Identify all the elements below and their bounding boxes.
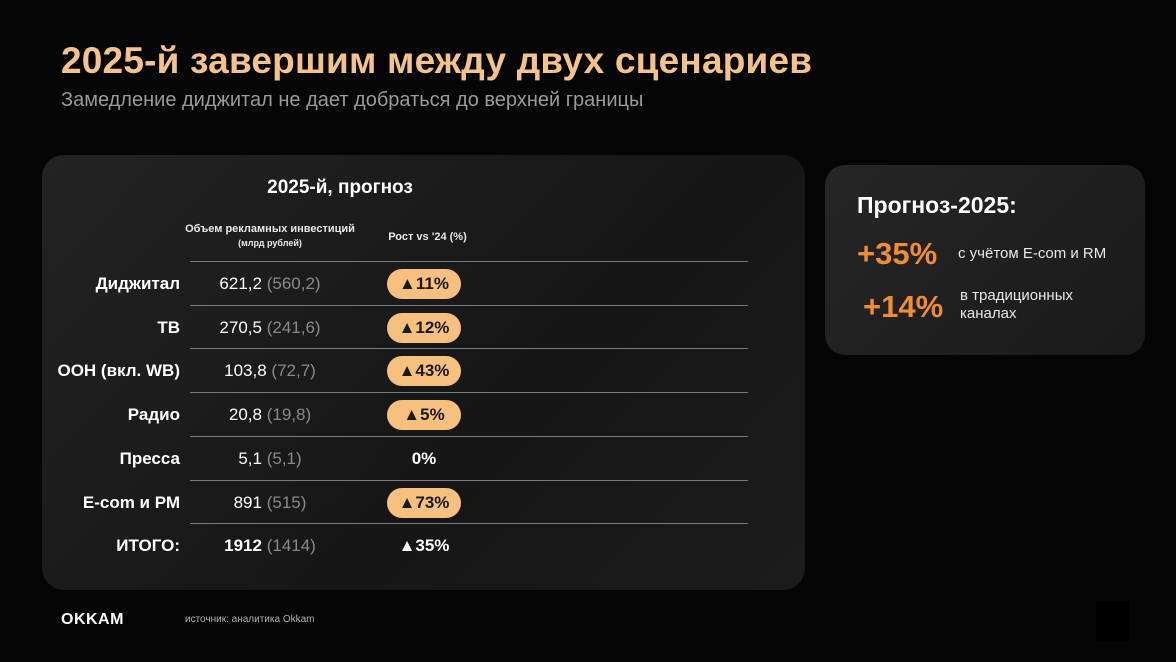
column-header-volume-label: Объем рекламных инвестиций (185, 223, 355, 235)
row-value: 20,8 (19,8) (190, 393, 350, 437)
table-row: E-com и РМ 891 (515) ▲73% (42, 481, 762, 525)
forecast-text: в традиционных каналах (960, 287, 1073, 322)
row-label: Диджитал (95, 274, 180, 293)
growth-badge: ▲35% (398, 536, 450, 556)
row-label: ООН (вкл. WB) (57, 361, 180, 381)
table-row: Пресса 5,1 (5,1) 0% (42, 437, 762, 481)
table-row: Диджитал 621,2 (560,2) ▲11% (42, 262, 762, 306)
column-header-volume-unit: (млрд рублей) (238, 238, 302, 248)
value-2024: (515) (266, 492, 307, 512)
row-divider (190, 348, 748, 350)
value-2025: 1912 (224, 536, 262, 556)
table-row: ТВ 270,5 (241,6) ▲12% (42, 306, 762, 350)
row-divider (190, 392, 748, 394)
page-subtitle: Замедление диджитал не дает добраться до… (61, 89, 644, 111)
okkam-logo: OKKAM (61, 611, 124, 628)
value-2024: (560,2) (266, 274, 321, 293)
row-divider (190, 479, 748, 481)
row-divider (190, 523, 748, 525)
column-header-volume: Объем рекламных инвестиций (млрд рублей) (185, 222, 355, 250)
growth-badge: ▲11% (387, 269, 461, 299)
row-label: ИТОГО: (116, 536, 180, 556)
value-2025: 270,5 (219, 317, 262, 337)
value-2024: (72,7) (271, 361, 316, 381)
row-value: 891 (515) (190, 481, 350, 525)
row-divider (190, 435, 748, 437)
row-label: Пресса (119, 448, 180, 468)
growth-badge: ▲12% (387, 312, 461, 343)
row-divider (190, 261, 748, 262)
row-label: E-com и РМ (82, 492, 180, 512)
row-value: 103,8 (72,7) (190, 349, 350, 393)
forecast-text: с учётом E-com и RM (958, 245, 1107, 262)
value-2025: 5,1 (238, 448, 262, 468)
growth-badge: ▲5% (387, 400, 461, 431)
value-2025: 621,2 (219, 274, 262, 293)
value-2025: 20,8 (228, 405, 262, 425)
growth-badge: 0% (411, 448, 437, 468)
forecast-value: +14% (863, 289, 944, 324)
source-note: источник: аналитика Okkam (185, 614, 315, 625)
row-value: 5,1 (5,1) (190, 437, 350, 481)
table-row: ИТОГО: 1912 (1414) ▲35% (42, 524, 762, 568)
value-2024: (1414) (266, 536, 316, 556)
growth-badge: ▲73% (387, 487, 461, 518)
column-header-growth: Рост vs '24 (%) (388, 231, 467, 243)
table-row: ООН (вкл. WB) 103,8 (72,7) ▲43% (42, 349, 762, 393)
forecast-value: +35% (857, 236, 938, 271)
row-divider (190, 304, 748, 306)
value-2025: 891 (233, 492, 262, 512)
value-2024: (5,1) (266, 448, 302, 468)
value-2024: (19,8) (266, 405, 312, 425)
table-title: 2025-й, прогноз (267, 177, 413, 198)
row-value: 621,2 (560,2) (190, 262, 350, 306)
corner-block (1096, 602, 1129, 642)
row-value: 1912 (1414) (190, 524, 350, 568)
row-label: ТВ (157, 317, 180, 337)
table-row: Радио 20,8 (19,8) ▲5% (42, 393, 762, 437)
value-2024: (241,6) (266, 317, 321, 337)
page-title: 2025-й завершим между двух сценариев (61, 40, 813, 81)
value-2025: 103,8 (224, 361, 267, 381)
forecast-title: Прогноз-2025: (857, 192, 1017, 218)
forecast-summary-panel (825, 165, 1145, 355)
row-value: 270,5 (241,6) (190, 306, 350, 350)
growth-badge: ▲43% (387, 356, 461, 387)
row-label: Радио (127, 405, 180, 425)
